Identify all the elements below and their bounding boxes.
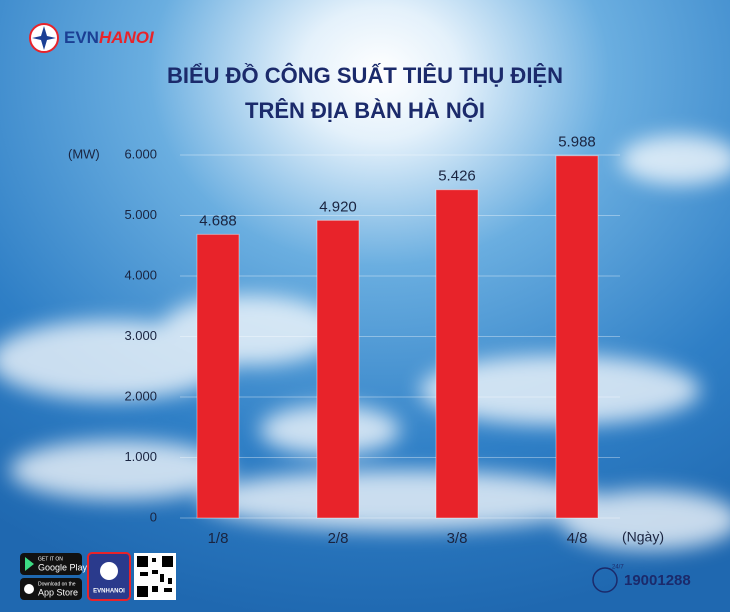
app-icon-logo [100, 562, 118, 580]
app-name: EVNHANOI [93, 589, 125, 595]
badge-small: GET IT ON [38, 556, 63, 562]
brand-b: HANOI [99, 28, 155, 47]
y-tick-label: 0 [150, 509, 157, 524]
value-label: 5.426 [438, 168, 476, 185]
value-label: 4.920 [319, 198, 357, 215]
google-play-badge[interactable] [20, 553, 82, 575]
bar [555, 155, 599, 519]
qr-pattern [137, 556, 173, 597]
y-tick-label: 6.000 [124, 146, 157, 161]
bar [435, 189, 479, 519]
value-label: 4.688 [199, 212, 237, 229]
hours: 24/7 [612, 565, 624, 571]
footer: GET IT ON Google Play Download on the Ap… [20, 552, 691, 601]
title-line: TRÊN ĐỊA BÀN HÀ NỘI [245, 98, 485, 123]
x-tick-label: 1/8 [208, 530, 229, 547]
badge-small: Download on the [38, 581, 76, 587]
plot: 0 1.000 2.000 3.000 4.000 5.000 6.000 4.688 1/8 4… [124, 134, 620, 547]
y-tick-label: 4.000 [124, 267, 157, 282]
phone-icon [592, 567, 618, 593]
title-line: BIỂU ĐỒ CÔNG SUẤT TIÊU THỤ ĐIỆN [167, 63, 563, 88]
brand-a: EVN [64, 28, 99, 47]
x-tick-label: 3/8 [447, 530, 468, 547]
apple-icon [24, 584, 34, 594]
hotline: 19001288 [624, 572, 691, 589]
x-tick-label: 4/8 [567, 530, 588, 547]
logo: EVNHANOI [29, 23, 155, 53]
bar [196, 233, 240, 519]
bar [316, 219, 360, 519]
y-tick-label: 1.000 [124, 449, 157, 464]
x-axis-label: (Ngày) [622, 529, 664, 545]
value-label: 5.988 [558, 134, 596, 151]
y-tick-label: 2.000 [124, 388, 157, 403]
badge-text: App Store [38, 587, 78, 597]
x-tick-label: 2/8 [328, 530, 349, 547]
badge-text: Google Play [38, 562, 88, 572]
logo-star [32, 26, 56, 50]
google-icon [25, 557, 34, 571]
logo-text: EVNHANOI [64, 28, 155, 47]
y-tick-label: 5.000 [124, 207, 157, 222]
app-store-badge[interactable] [20, 578, 82, 600]
y-axis-label: (MW) [68, 146, 100, 161]
y-tick-label: 3.000 [124, 328, 157, 343]
